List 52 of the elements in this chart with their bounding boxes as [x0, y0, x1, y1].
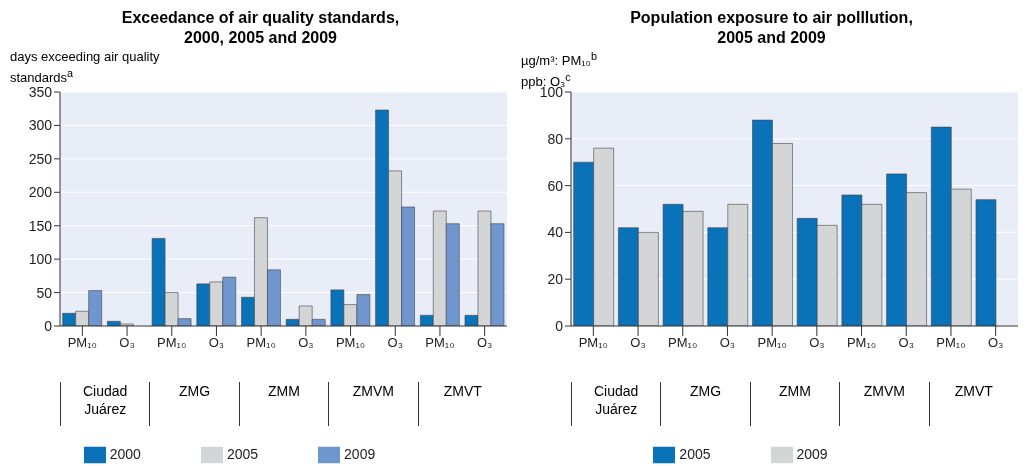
x-tick-label: PM₁₀ — [846, 335, 877, 351]
x-tick-label: PM₁₀ — [246, 335, 276, 351]
y-tick-label: 60 — [547, 177, 564, 194]
y-axis-title: days exceeding air quality standards$^{a}$ — [9, 48, 161, 86]
x-tick-label: O₃ — [298, 335, 314, 351]
x-tick-label: O₃ — [119, 335, 135, 351]
x-tick-label: O₃ — [987, 335, 1004, 351]
x-tick-label: O₃ — [208, 335, 225, 351]
legend-label: 2005 — [226, 445, 259, 462]
x-tick-label: PM₁₀ — [67, 335, 97, 351]
y-tick-label: 20 — [547, 271, 564, 288]
legend-label: 2000 — [109, 445, 141, 462]
x-tick-label: PM₁₀ — [936, 335, 966, 351]
legend-label: 2009 — [344, 445, 376, 462]
text: ZMM — [749, 382, 840, 426]
x-tick-label: O₃ — [630, 335, 646, 351]
chart-title: Population exposure to air polllution, 2005 and 2009 — [629, 8, 914, 48]
x-tick-label: PM₁₀ — [757, 335, 787, 351]
y-tick-label: 0 — [44, 317, 53, 334]
text: ZMG — [149, 382, 239, 426]
x-tick-label: PM₁₀ — [668, 335, 698, 351]
text: ZMVT — [417, 382, 507, 426]
x-tick-label: PM₁₀ — [157, 335, 187, 351]
y-tick-label: 300 — [28, 117, 53, 134]
y-tick-label: 350 — [28, 83, 53, 100]
y-tick-label: 200 — [28, 184, 53, 201]
text: Ciudad Juárez — [571, 382, 661, 426]
x-tick-label: O₃ — [719, 335, 736, 351]
y-tick-label: 40 — [547, 224, 564, 241]
x-tick-label: PM₁₀ — [578, 335, 608, 351]
x-tick-label: PM₁₀ — [335, 335, 366, 351]
legend-label: 2009 — [796, 445, 828, 462]
text: ZMVM — [839, 382, 929, 426]
y-tick-label: 80 — [547, 130, 564, 147]
text: ZMVT — [928, 382, 1018, 426]
y-tick-label: 150 — [28, 217, 53, 234]
x-tick-label: O₃ — [809, 335, 825, 351]
text: ZMG — [660, 382, 750, 426]
y-tick-label: 250 — [28, 150, 53, 167]
x-tick-label: O₃ — [898, 335, 914, 351]
y-tick-label: 50 — [36, 284, 53, 301]
text: ZMM — [238, 382, 329, 426]
text: Ciudad Juárez — [60, 382, 150, 426]
x-tick-label: O₃ — [387, 335, 403, 351]
text: ZMVM — [328, 382, 418, 426]
x-tick-label: PM₁₀ — [425, 335, 455, 351]
legend-label: 2005 — [679, 445, 711, 462]
chart-title: Exceedance of air quality standards, 2000, 2005 and 2009 — [120, 8, 401, 48]
y-tick-label: 0 — [555, 317, 564, 334]
bar — [975, 199, 997, 326]
y-tick-label: 100 — [28, 251, 53, 268]
x-tick-label: O₃ — [476, 335, 493, 351]
